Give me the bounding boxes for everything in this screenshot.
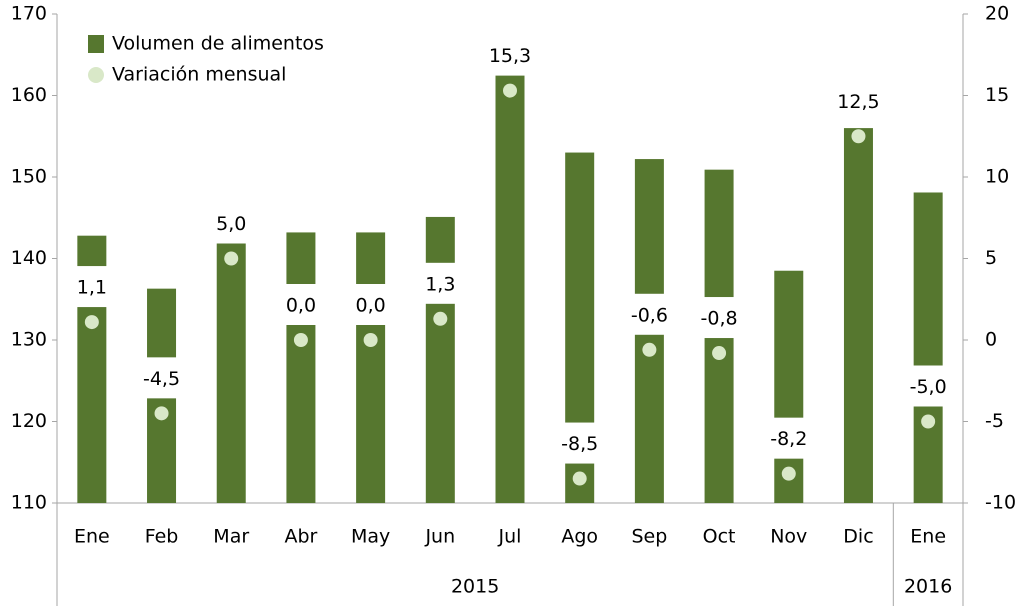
data-label: -5,0	[910, 376, 947, 398]
x-tick-label: Sep	[631, 526, 667, 548]
data-label: 5,0	[216, 213, 246, 235]
x-tick-label: Ene	[910, 526, 946, 548]
y2-tick-label: -5	[985, 410, 1004, 432]
y-tick-label: 170	[11, 3, 47, 25]
label-bg	[418, 262, 463, 304]
point	[84, 315, 99, 330]
y-tick-label: 140	[11, 247, 47, 269]
point	[224, 251, 239, 266]
y2-tick-label: 0	[985, 329, 997, 351]
data-label: -4,5	[143, 368, 180, 390]
label-bg	[906, 365, 951, 407]
label-bg	[278, 284, 323, 325]
bar	[425, 216, 455, 503]
legend-label: Variación mensual	[112, 64, 286, 86]
y2-tick-label: 10	[985, 166, 1009, 188]
data-label: 15,3	[489, 45, 531, 67]
point	[572, 471, 587, 486]
bar	[216, 232, 246, 504]
point	[503, 83, 517, 98]
legend-swatch	[88, 67, 104, 83]
x-tick-label: Feb	[145, 526, 179, 548]
data-label: 12,5	[837, 91, 879, 113]
label-bg	[557, 422, 602, 464]
data-label: -8,2	[770, 428, 807, 450]
x-tick-label: Oct	[703, 526, 736, 548]
x-tick-label: May	[351, 526, 390, 548]
data-label: 0,0	[356, 295, 386, 317]
y2-tick-label: 20	[985, 3, 1009, 25]
x-tick-label: Abr	[284, 526, 317, 548]
label-bg	[697, 297, 742, 339]
label-bg	[209, 202, 254, 244]
x-tick-label: Dic	[843, 526, 873, 548]
y-tick-label: 120	[11, 410, 47, 432]
point	[293, 333, 308, 347]
bar	[843, 128, 873, 503]
label-bg	[627, 293, 672, 335]
data-label: 0,0	[286, 295, 316, 317]
data-label: 1,1	[77, 277, 107, 299]
label-bg	[836, 80, 881, 122]
legend-label: Volumen de alimentos	[112, 33, 324, 55]
legend-swatch	[88, 35, 104, 53]
y-tick-label: 150	[11, 166, 47, 188]
point	[154, 406, 169, 421]
y-tick-label: 130	[11, 329, 47, 351]
x-tick-label: Jun	[424, 526, 455, 548]
x-tick-label: Ago	[561, 526, 598, 548]
point	[851, 129, 866, 144]
y-tick-label: 160	[11, 84, 47, 106]
label-bg	[348, 284, 393, 325]
data-label: -0,8	[701, 308, 738, 330]
bar	[495, 36, 525, 503]
label-bg	[139, 357, 184, 399]
data-label: 1,3	[425, 273, 455, 295]
x-tick-label: Jul	[498, 526, 522, 548]
bar	[286, 232, 316, 504]
y2-tick-label: -10	[985, 492, 1016, 514]
point	[921, 414, 936, 429]
point	[781, 466, 796, 481]
data-label: -8,5	[561, 433, 598, 455]
x-tick-label: Nov	[770, 526, 807, 548]
x-tick-label: Mar	[213, 526, 249, 548]
year-label: 2015	[451, 576, 499, 598]
point	[363, 333, 378, 347]
label-bg	[766, 417, 811, 459]
y2-tick-label: 5	[985, 247, 997, 269]
bar	[774, 270, 804, 503]
bar	[913, 192, 943, 504]
point	[712, 346, 727, 361]
point	[642, 342, 657, 357]
label-bg	[69, 266, 114, 308]
point	[433, 311, 448, 326]
data-label: -0,6	[631, 304, 668, 326]
y-tick-label: 110	[11, 492, 47, 514]
bar	[356, 232, 386, 504]
year-label: 2016	[904, 576, 952, 598]
x-tick-label: Ene	[74, 526, 110, 548]
label-bg	[488, 34, 532, 76]
y2-tick-label: 15	[985, 84, 1009, 106]
